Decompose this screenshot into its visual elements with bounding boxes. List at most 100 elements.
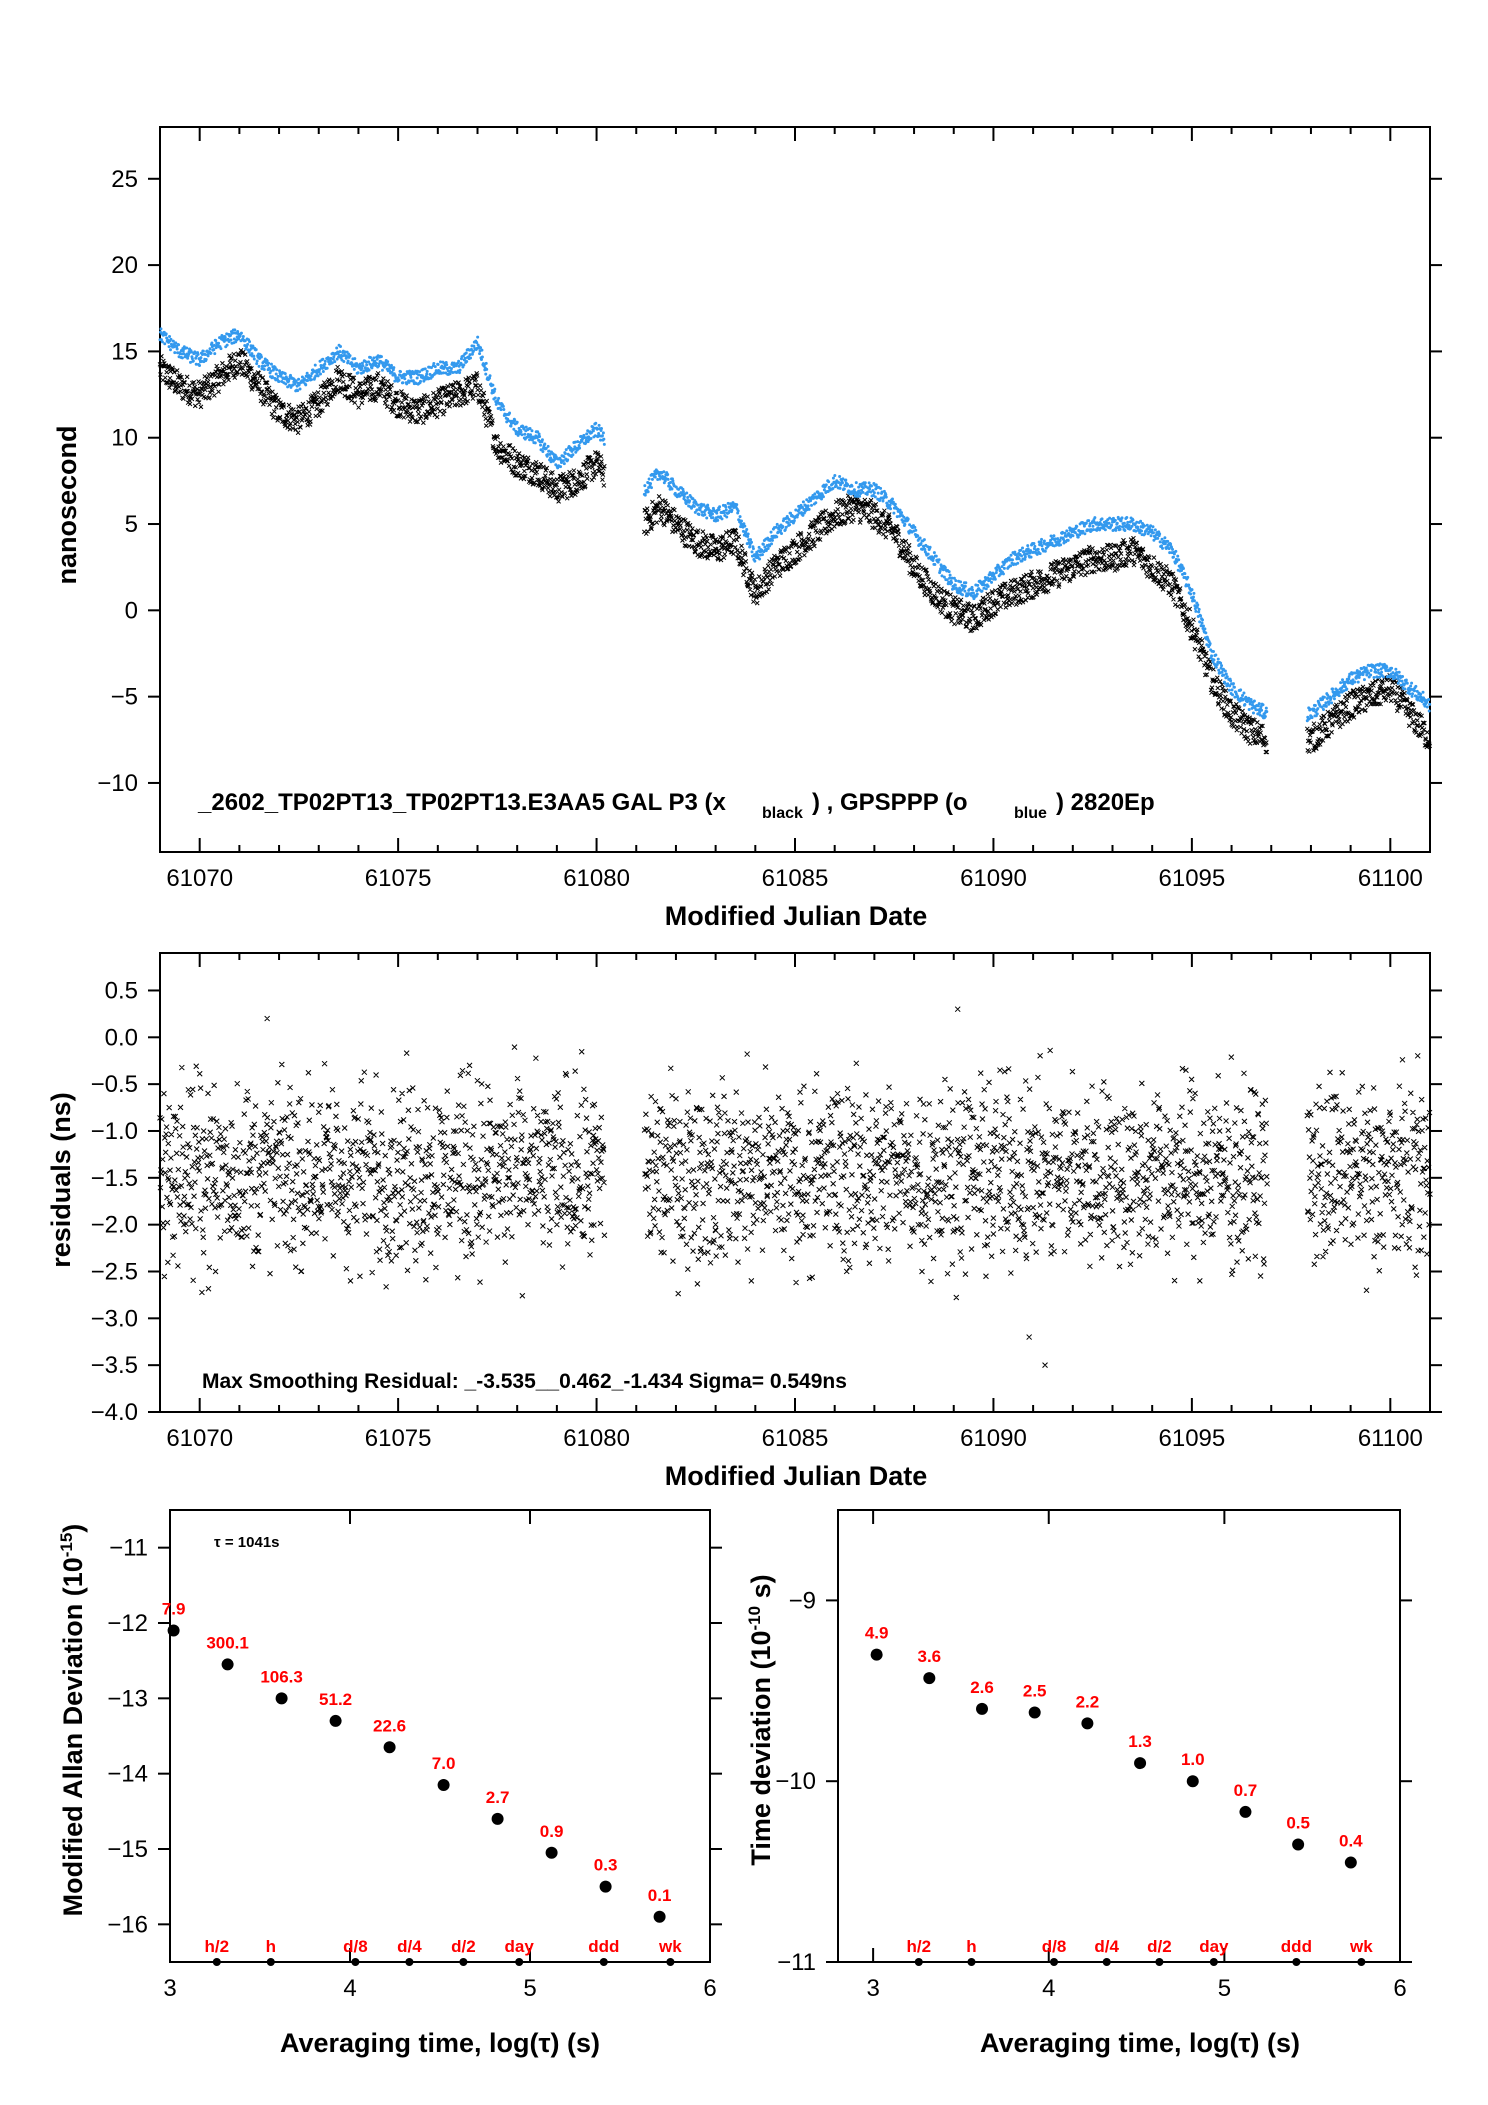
p2-y-tick-label: −4.0	[91, 1399, 138, 1426]
p2-x-tick-label: 61100	[1358, 1425, 1423, 1452]
p3-interval-marker-label: d/2	[451, 1937, 476, 1956]
p1-y-tick-label: 20	[111, 252, 138, 279]
p1-title-sub1: black	[762, 805, 803, 822]
p3-interval-marker-label: ddd	[588, 1937, 619, 1956]
p3-data-point	[383, 1741, 396, 1754]
p4-x-tick-label: 6	[1393, 1975, 1406, 2002]
p2-y-tick-label: −1.0	[91, 1118, 138, 1145]
p4-ylabel-sup: -10	[745, 1606, 764, 1631]
p1-x-tick-label: 61070	[166, 865, 233, 892]
p3-interval-marker	[666, 1958, 675, 1966]
p4-y-tick-label: −10	[775, 1768, 816, 1795]
p2-y-axis-title: residuals (ns)	[46, 1092, 76, 1268]
p4-data-point	[1344, 1856, 1357, 1869]
p1-title-end: ) 2820Ep	[1056, 789, 1155, 816]
p3-data-point	[167, 1624, 180, 1637]
p3-data-point	[491, 1812, 504, 1825]
p3-data-point	[329, 1714, 342, 1727]
p4-interval-marker-label: ddd	[1281, 1937, 1312, 1956]
allan-deviation-panel: 3 4 5 6 −16 −15 −14 −13 −12 −11 7.9 300.1 106.3 51.2 2…	[107, 1509, 722, 2002]
p3-point-label: 2.7	[486, 1788, 510, 1807]
p3-point-label: 7.0	[432, 1754, 456, 1773]
p3-tau-annotation: τ = 1041s	[214, 1534, 280, 1551]
p3-interval-marker-label: d/4	[397, 1937, 422, 1956]
p3-interval-marker	[599, 1958, 608, 1966]
p2-x-tick-label: 61095	[1159, 1425, 1226, 1452]
p4-data-point	[976, 1702, 989, 1715]
p1-title-mid: ) , GPSPPP (o	[812, 789, 968, 816]
p3-interval-marker	[405, 1958, 414, 1966]
p1-x-tick-label: 61080	[563, 865, 630, 892]
p4-point-label: 0.4	[1339, 1832, 1363, 1851]
p4-interval-marker-label: day	[1199, 1937, 1229, 1956]
p3-ylabel-sup: -15	[57, 1533, 76, 1558]
p4-point-label: 3.6	[918, 1647, 942, 1666]
p4-point-label: 1.0	[1181, 1750, 1205, 1769]
p3-y-tick-label: −16	[107, 1911, 148, 1938]
p3-data-point	[653, 1910, 666, 1923]
p2-x-axis-title: Modified Julian Date	[665, 1461, 928, 1491]
p3-interval-marker-label: h	[266, 1937, 276, 1956]
p4-ylabel-end: s)	[746, 1574, 776, 1606]
p1-title-part1: _2602_TP02PT13_TP02PT13.E3AA5 GAL P3 (x	[197, 789, 727, 816]
residuals-panel: 61070 61075 61080 61085 61090 61095 61100 −4.0 −…	[91, 952, 1442, 1452]
p4-x-axis-title: Averaging time, log(τ) (s)	[980, 2028, 1300, 2058]
p4-interval-marker	[1102, 1958, 1111, 1966]
p3-data-point	[599, 1880, 612, 1893]
p3-x-tick-label: 3	[163, 1975, 176, 2002]
p3-x-tick-label: 6	[703, 1975, 716, 2002]
p3-point-label: 22.6	[373, 1716, 406, 1735]
p3-y-tick-label: −14	[107, 1761, 148, 1788]
p2-y-tick-label: 0.0	[105, 1024, 138, 1051]
p2-x-tick-label: 61070	[166, 1425, 233, 1452]
p4-point-label: 0.5	[1286, 1813, 1310, 1832]
p4-interval-marker-label: wk	[1349, 1937, 1373, 1956]
p3-point-label: 0.1	[648, 1886, 672, 1905]
p1-x-tick-label: 61100	[1358, 865, 1423, 892]
p1-title-sub2: blue	[1014, 805, 1047, 822]
p3-point-label: 106.3	[260, 1667, 303, 1686]
p4-data-point	[1081, 1717, 1094, 1730]
p3-point-label: 0.3	[594, 1856, 618, 1875]
p4-point-label: 1.3	[1128, 1732, 1152, 1751]
p2-x-tick-label: 61085	[762, 1425, 829, 1452]
p4-y-axis-title: Time deviation (10-10 s)	[745, 1574, 776, 1865]
p4-point-label: 2.5	[1023, 1681, 1047, 1700]
p4-interval-marker	[914, 1958, 923, 1966]
p2-y-tick-label: −2.0	[91, 1212, 138, 1239]
p2-x-tick-label: 61075	[365, 1425, 432, 1452]
p4-point-label: 2.6	[970, 1678, 994, 1697]
p3-interval-marker	[212, 1958, 221, 1966]
gal-p3-series	[157, 348, 1433, 755]
p2-y-tick-label: −1.5	[91, 1165, 138, 1192]
p3-ylabel-main: Modified Allan Deviation (10	[58, 1557, 88, 1916]
p2-annotation: Max Smoothing Residual: _-3.535__0.462_-…	[202, 1370, 847, 1393]
p4-point-label: 4.9	[865, 1624, 889, 1643]
p4-interval-marker-label: d/4	[1094, 1937, 1119, 1956]
p3-point-label: 7.9	[162, 1600, 186, 1619]
p3-y-tick-label: −15	[107, 1836, 148, 1863]
p4-x-tick-label: 5	[1218, 1975, 1231, 2002]
p4-interval-marker-label: d/8	[1042, 1937, 1067, 1956]
p4-point-label: 2.2	[1076, 1692, 1100, 1711]
p3-x-tick-label: 4	[343, 1975, 356, 2002]
p4-interval-marker	[1209, 1958, 1218, 1966]
p4-data-point	[1239, 1805, 1252, 1818]
p3-data-point	[545, 1846, 558, 1859]
p1-y-tick-label: −5	[111, 684, 138, 711]
p3-interval-marker	[351, 1958, 360, 1966]
p1-x-tick-label: 61075	[365, 865, 432, 892]
p1-y-tick-label: 0	[125, 597, 138, 624]
p2-x-tick-label: 61080	[563, 1425, 630, 1452]
p4-data-point	[923, 1672, 936, 1685]
p3-y-axis-title: Modified Allan Deviation (10-15)	[57, 1524, 88, 1917]
p4-interval-marker	[967, 1958, 976, 1966]
p4-y-tick-label: −11	[777, 1949, 816, 1976]
p2-y-tick-label: −2.5	[91, 1258, 138, 1285]
p3-plot-frame	[169, 1509, 711, 1963]
p3-interval-marker-label: wk	[658, 1937, 682, 1956]
p1-y-axis-title: nanosecond	[52, 425, 82, 584]
p4-data-point	[1134, 1757, 1147, 1770]
p4-data-point	[870, 1648, 883, 1661]
p3-interval-marker-label: h/2	[205, 1937, 230, 1956]
